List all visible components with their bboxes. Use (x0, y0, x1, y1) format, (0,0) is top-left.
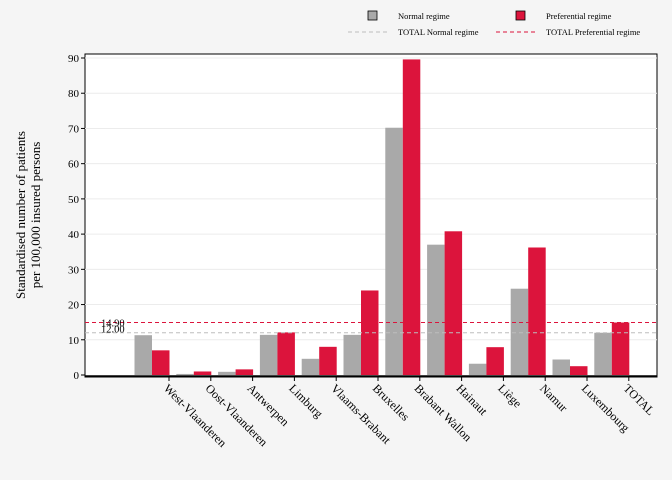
legend-swatch (367, 10, 378, 21)
bar-normal (468, 363, 487, 375)
y-tick-label: 50 (68, 194, 80, 206)
bar-normal (218, 371, 236, 375)
y-tick-label: 10 (68, 335, 80, 347)
legend-swatch (515, 10, 526, 21)
y-tick-label: 0 (74, 370, 80, 382)
bar-preferential (611, 322, 630, 375)
bar-preferential (361, 290, 379, 375)
legend-label: TOTAL Normal regime (398, 27, 479, 37)
y-tick-label: 20 (68, 300, 80, 312)
bar-normal (510, 288, 529, 375)
reference-line-label: 12.00 (101, 325, 125, 336)
x-tick-label: Limburg (286, 381, 325, 420)
legend-label: Preferential regime (546, 11, 612, 21)
y-tick-label: 80 (68, 88, 80, 100)
bar-preferential (235, 369, 254, 375)
bar-normal (427, 244, 445, 375)
y-tick-label: 60 (68, 159, 80, 171)
bar-preferential (152, 350, 170, 375)
bar-preferential (486, 347, 504, 375)
x-tick-label: Bruxelles (370, 381, 413, 424)
x-tick-label: Liège (495, 381, 524, 410)
bar-normal (552, 359, 570, 375)
x-tick-label: Namur (537, 381, 570, 414)
bar-normal (343, 334, 361, 375)
legend-label: Normal regime (398, 11, 450, 21)
x-tick-label: TOTAL (621, 381, 658, 418)
bar-normal (176, 373, 194, 375)
y-axis-title-line: per 100,000 insured persons (28, 142, 43, 289)
bar-preferential (402, 59, 421, 376)
bar-preferential (528, 247, 546, 375)
x-tick-label: Hainaut (453, 381, 490, 418)
legend-label: TOTAL Preferential regime (546, 27, 640, 37)
y-tick-label: 70 (68, 123, 80, 135)
bar-preferential (570, 366, 588, 375)
y-axis-title-line: Standardised number of patients (13, 131, 28, 299)
bar-preferential (193, 371, 212, 375)
bar-normal (134, 335, 152, 375)
bar-normal (594, 332, 612, 375)
y-tick-label: 40 (68, 229, 80, 241)
bar-normal (259, 334, 278, 375)
bar-preferential (319, 346, 337, 375)
y-tick-label: 30 (68, 264, 80, 276)
bar-preferential (444, 231, 463, 375)
bar-preferential (277, 332, 295, 375)
y-tick-label: 90 (68, 53, 80, 65)
bar-normal (301, 358, 320, 375)
reference-line-label: 14.90 (101, 319, 125, 330)
y-axis-title: Standardised number of patientsper 100,0… (13, 131, 43, 299)
bar-normal (385, 127, 403, 376)
